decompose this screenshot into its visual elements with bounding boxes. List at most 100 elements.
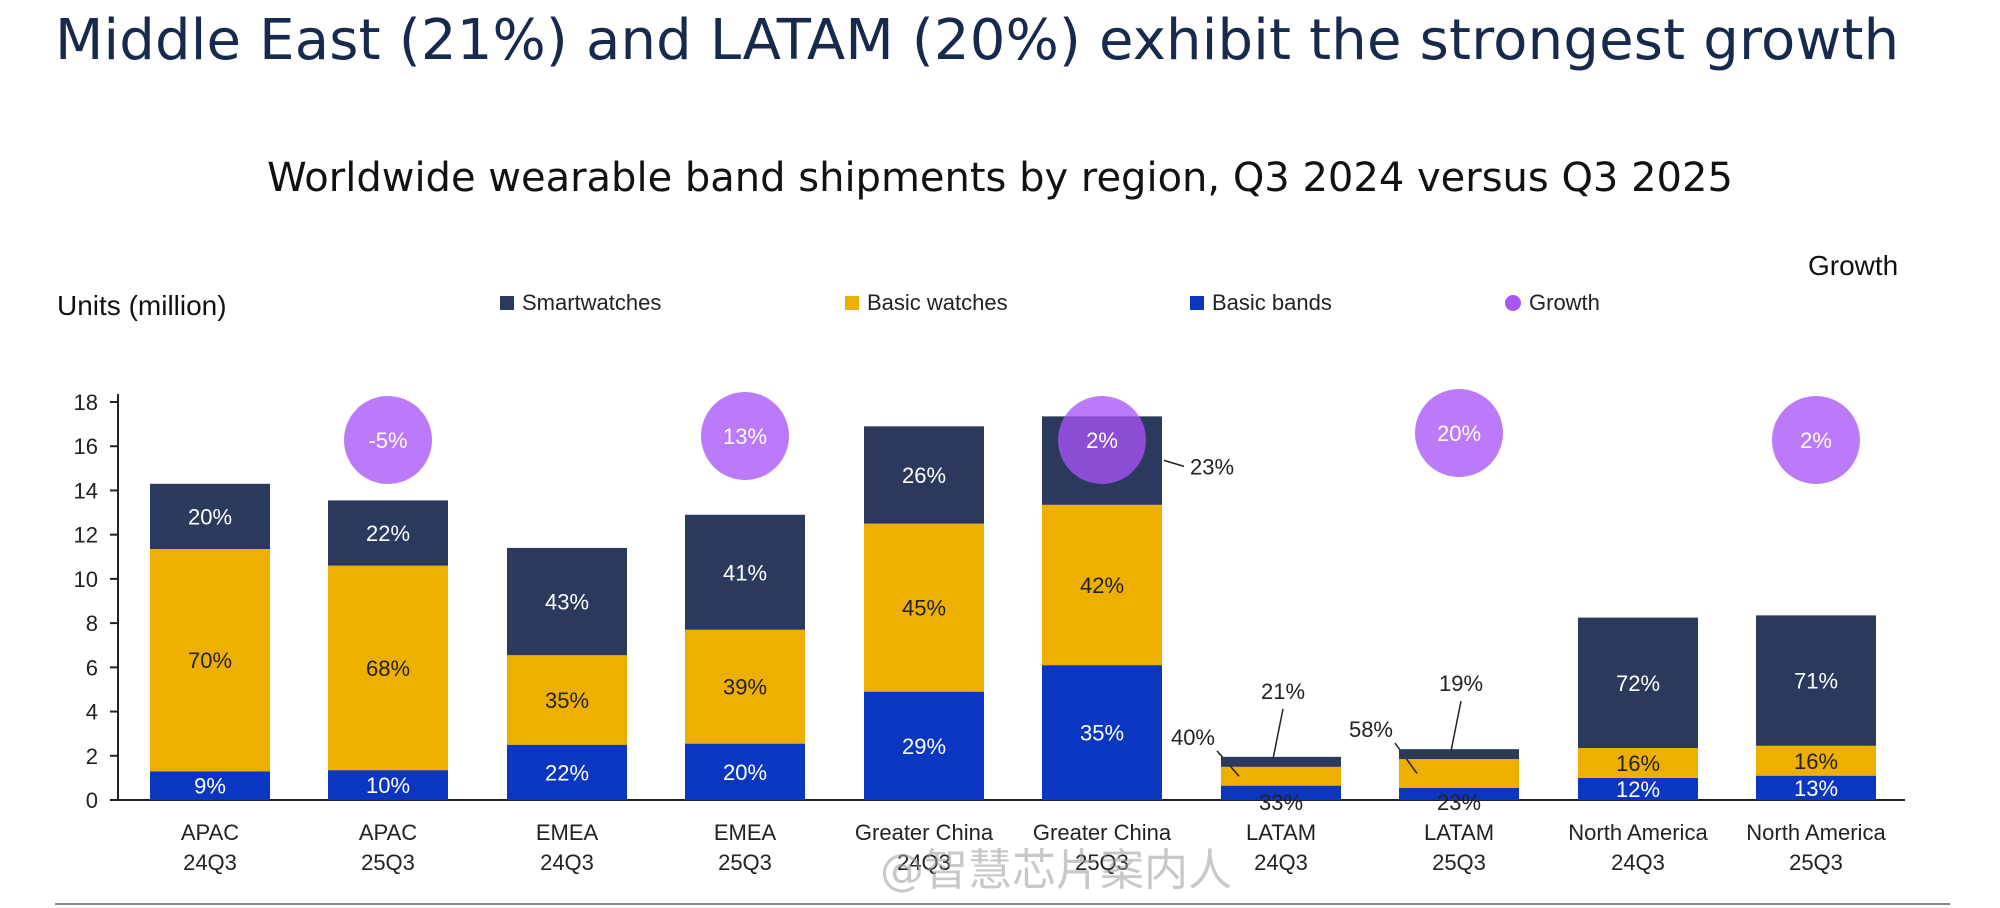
y-tick-label: 14 bbox=[74, 478, 98, 503]
x-tick-label: LATAM bbox=[1424, 820, 1494, 845]
page-title: Middle East (21%) and LATAM (20%) exhibi… bbox=[55, 8, 1900, 73]
growth-label: 2% bbox=[1800, 428, 1832, 453]
bar-segment-smartwatches bbox=[685, 514, 805, 630]
y-tick-label: 4 bbox=[86, 700, 98, 725]
bar-segment-basic-watches bbox=[1756, 745, 1876, 776]
y-tick-label: 2 bbox=[86, 744, 98, 769]
chart-legend: Smartwatches Basic watches Basic bands G… bbox=[0, 290, 2000, 326]
legend-dot-growth bbox=[1505, 295, 1521, 311]
legend-item-basic-bands: Basic bands bbox=[1190, 290, 1332, 316]
bar-segment-basic-bands bbox=[328, 770, 448, 800]
legend-label-smartwatches: Smartwatches bbox=[522, 290, 662, 315]
x-tick-label-period: 24Q3 bbox=[1254, 850, 1308, 875]
data-label: 43% bbox=[545, 590, 589, 615]
data-label: 13% bbox=[1794, 776, 1838, 801]
bar-segment-basic-watches bbox=[1221, 766, 1341, 786]
bar-segment-basic-watches bbox=[864, 523, 984, 692]
data-label: 26% bbox=[902, 463, 946, 488]
bottom-divider bbox=[55, 903, 1950, 905]
growth-label: 2% bbox=[1086, 428, 1118, 453]
data-label: 40% bbox=[1171, 725, 1215, 750]
legend-item-growth: Growth bbox=[1505, 290, 1600, 316]
growth-bubble-latam bbox=[1415, 389, 1503, 477]
data-label-leader bbox=[1163, 459, 1185, 468]
data-label: 10% bbox=[366, 773, 410, 798]
y-tick-label: 18 bbox=[74, 390, 98, 415]
x-tick-label: APAC bbox=[359, 820, 417, 845]
bar-segment-smartwatches bbox=[1578, 617, 1698, 749]
x-tick-label: LATAM bbox=[1246, 820, 1316, 845]
growth-label: 20% bbox=[1437, 421, 1481, 446]
data-label: 35% bbox=[1080, 721, 1124, 746]
bar-segment-basic-watches bbox=[1399, 759, 1519, 788]
bar-segment-smartwatches bbox=[1756, 615, 1876, 746]
bar-segment-basic-bands bbox=[1221, 785, 1341, 800]
data-label: 20% bbox=[723, 760, 767, 785]
bar-segment-basic-bands bbox=[1042, 665, 1162, 800]
legend-label-basic-watches: Basic watches bbox=[867, 290, 1008, 315]
bar-segment-smartwatches bbox=[1399, 749, 1519, 760]
y-tick-label: 12 bbox=[74, 523, 98, 548]
x-tick-label-period: 25Q3 bbox=[1432, 850, 1486, 875]
bar-segment-basic-watches bbox=[1578, 748, 1698, 778]
data-label: 21% bbox=[1261, 679, 1305, 704]
bar-segment-basic-bands bbox=[1399, 787, 1519, 800]
bar-segment-basic-bands bbox=[685, 743, 805, 800]
bar-segment-smartwatches bbox=[507, 547, 627, 656]
bar-segment-basic-bands bbox=[1756, 775, 1876, 800]
bar-segment-smartwatches bbox=[1221, 756, 1341, 767]
legend-swatch-basic-bands bbox=[1190, 296, 1204, 310]
bar-segment-basic-watches bbox=[328, 565, 448, 771]
bar-segment-smartwatches bbox=[328, 500, 448, 566]
data-label: 45% bbox=[902, 596, 946, 621]
data-label: 16% bbox=[1616, 751, 1660, 776]
legend-label-basic-bands: Basic bands bbox=[1212, 290, 1332, 315]
x-tick-label-period: 25Q3 bbox=[718, 850, 772, 875]
y-tick-label: 10 bbox=[74, 567, 98, 592]
y-axis-unit-label: Units (million) bbox=[57, 290, 227, 321]
data-label: 71% bbox=[1794, 669, 1838, 694]
data-label: 72% bbox=[1616, 671, 1660, 696]
data-label: 23% bbox=[1190, 454, 1234, 479]
data-label: 29% bbox=[902, 734, 946, 759]
bar-segment-smartwatches bbox=[150, 483, 270, 550]
x-tick-label: EMEA bbox=[536, 820, 599, 845]
data-label: 70% bbox=[188, 648, 232, 673]
bar-segment-basic-bands bbox=[507, 744, 627, 800]
growth-column-header: Growth bbox=[1808, 250, 1899, 281]
data-label: 16% bbox=[1794, 749, 1838, 774]
growth-bubble-greater-china bbox=[1058, 396, 1146, 484]
x-tick-label: EMEA bbox=[714, 820, 777, 845]
bar-segment-basic-watches bbox=[1042, 504, 1162, 666]
x-tick-label: Greater China bbox=[855, 820, 994, 845]
bar-segment-basic-watches bbox=[507, 655, 627, 745]
x-tick-label: APAC bbox=[181, 820, 239, 845]
data-label-leader bbox=[1450, 700, 1462, 752]
growth-label: 13% bbox=[723, 424, 767, 449]
x-tick-label-period: 24Q3 bbox=[1611, 850, 1665, 875]
legend-swatch-smartwatches bbox=[500, 296, 514, 310]
bar-segment-basic-bands bbox=[1578, 777, 1698, 800]
data-label: 42% bbox=[1080, 573, 1124, 598]
data-label: 68% bbox=[366, 656, 410, 681]
x-tick-label-period: 25Q3 bbox=[1789, 850, 1843, 875]
data-label: 22% bbox=[366, 521, 410, 546]
growth-bubble-emea bbox=[701, 392, 789, 480]
x-tick-label-period: 25Q3 bbox=[361, 850, 415, 875]
x-tick-label-period: 24Q3 bbox=[540, 850, 594, 875]
bar-segment-basic-bands bbox=[150, 771, 270, 800]
y-tick-label: 0 bbox=[86, 788, 98, 813]
growth-bubble-apac bbox=[344, 396, 432, 484]
data-label: 33% bbox=[1259, 790, 1303, 815]
data-label: 19% bbox=[1439, 671, 1483, 696]
data-label: 39% bbox=[723, 675, 767, 700]
data-label: 20% bbox=[188, 504, 232, 529]
growth-bubble-north-america bbox=[1772, 396, 1860, 484]
data-label: 12% bbox=[1616, 777, 1660, 802]
x-tick-label: Greater China bbox=[1033, 820, 1172, 845]
legend-label-growth: Growth bbox=[1529, 290, 1600, 315]
y-tick-label: 8 bbox=[86, 611, 98, 636]
growth-label: -5% bbox=[368, 428, 407, 453]
y-tick-label: 16 bbox=[74, 434, 98, 459]
legend-item-smartwatches: Smartwatches bbox=[500, 290, 661, 316]
